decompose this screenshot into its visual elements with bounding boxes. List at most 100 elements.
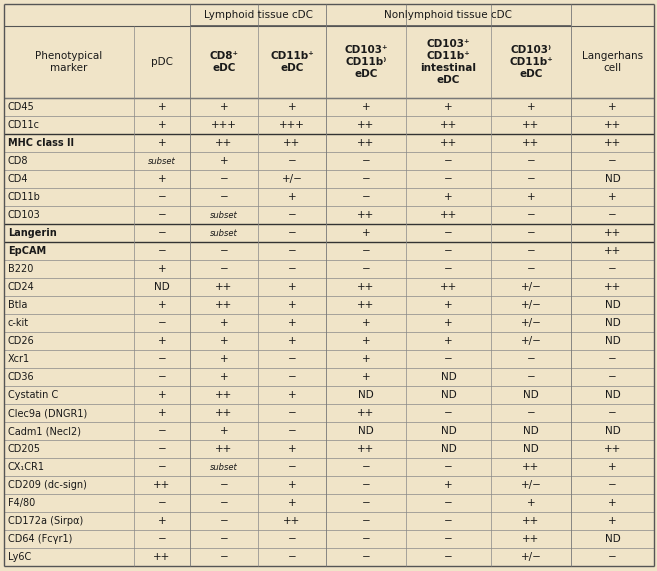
Text: intestinal: intestinal: [420, 63, 476, 73]
Bar: [326, 134, 406, 152]
Text: CD8⁺: CD8⁺: [210, 51, 238, 61]
Text: subset: subset: [210, 463, 238, 472]
Text: +: +: [219, 156, 229, 166]
Text: −: −: [288, 264, 296, 274]
Bar: [4, 170, 134, 188]
Bar: [406, 26, 491, 98]
Bar: [491, 260, 571, 278]
Bar: [4, 476, 134, 494]
Bar: [4, 314, 134, 332]
Bar: [571, 26, 654, 98]
Bar: [571, 224, 654, 242]
Text: CD36: CD36: [8, 372, 35, 382]
Text: EpCAM: EpCAM: [8, 246, 46, 256]
Text: +: +: [158, 390, 166, 400]
Bar: [258, 548, 326, 566]
Bar: [190, 242, 258, 260]
Bar: [258, 224, 326, 242]
Bar: [4, 134, 134, 152]
Bar: [4, 512, 134, 530]
Text: +: +: [444, 102, 453, 112]
Text: −: −: [608, 264, 617, 274]
Text: ND: ND: [604, 336, 620, 346]
Text: CD103⁾: CD103⁾: [510, 45, 552, 55]
Bar: [134, 386, 190, 404]
Text: CD103⁺: CD103⁺: [427, 39, 470, 49]
Bar: [491, 152, 571, 170]
Text: −: −: [158, 318, 166, 328]
Bar: [190, 458, 258, 476]
Bar: [258, 476, 326, 494]
Bar: [4, 350, 134, 368]
Text: ++: ++: [283, 516, 301, 526]
Text: −: −: [158, 372, 166, 382]
Text: ND: ND: [358, 426, 374, 436]
Text: Lymphoid tissue cDC: Lymphoid tissue cDC: [204, 10, 313, 20]
Bar: [406, 278, 491, 296]
Bar: [406, 494, 491, 512]
Text: −: −: [158, 444, 166, 454]
Text: +: +: [219, 354, 229, 364]
Bar: [571, 206, 654, 224]
Bar: [326, 494, 406, 512]
Bar: [190, 224, 258, 242]
Bar: [190, 530, 258, 548]
Bar: [326, 440, 406, 458]
Bar: [134, 206, 190, 224]
Text: −: −: [527, 246, 535, 256]
Text: +: +: [444, 192, 453, 202]
Text: CD205: CD205: [8, 444, 41, 454]
Bar: [258, 296, 326, 314]
Text: −: −: [288, 534, 296, 544]
Text: +: +: [444, 336, 453, 346]
Text: eDC: eDC: [354, 69, 378, 79]
Text: −: −: [444, 156, 453, 166]
Text: CD172a (Sirpα): CD172a (Sirpα): [8, 516, 83, 526]
Text: −: −: [219, 246, 229, 256]
Bar: [4, 548, 134, 566]
Bar: [491, 368, 571, 386]
Text: −: −: [361, 192, 371, 202]
Bar: [4, 386, 134, 404]
Text: ND: ND: [441, 426, 457, 436]
Bar: [4, 278, 134, 296]
Bar: [571, 404, 654, 422]
Bar: [258, 494, 326, 512]
Bar: [134, 404, 190, 422]
Text: −: −: [219, 498, 229, 508]
Bar: [491, 386, 571, 404]
Text: ++: ++: [522, 138, 539, 148]
Bar: [491, 314, 571, 332]
Text: +: +: [288, 444, 296, 454]
Text: +: +: [288, 318, 296, 328]
Bar: [571, 476, 654, 494]
Text: −: −: [608, 480, 617, 490]
Bar: [571, 548, 654, 566]
Text: CD26: CD26: [8, 336, 35, 346]
Text: +++: +++: [211, 120, 237, 130]
Text: −: −: [219, 192, 229, 202]
Text: −: −: [608, 354, 617, 364]
Bar: [190, 26, 258, 98]
Text: +/−: +/−: [520, 336, 541, 346]
Text: −: −: [444, 408, 453, 418]
Text: CD11b⁺: CD11b⁺: [270, 51, 314, 61]
Text: eDC: eDC: [281, 63, 304, 73]
Bar: [406, 224, 491, 242]
Text: +: +: [288, 300, 296, 310]
Bar: [4, 206, 134, 224]
Bar: [134, 224, 190, 242]
Bar: [571, 296, 654, 314]
Text: −: −: [288, 426, 296, 436]
Bar: [134, 458, 190, 476]
Bar: [258, 512, 326, 530]
Text: +: +: [288, 102, 296, 112]
Text: −: −: [158, 354, 166, 364]
Bar: [258, 260, 326, 278]
Bar: [190, 98, 258, 116]
Text: ++: ++: [215, 408, 233, 418]
Text: +: +: [527, 102, 535, 112]
Text: −: −: [288, 156, 296, 166]
Bar: [190, 170, 258, 188]
Bar: [134, 548, 190, 566]
